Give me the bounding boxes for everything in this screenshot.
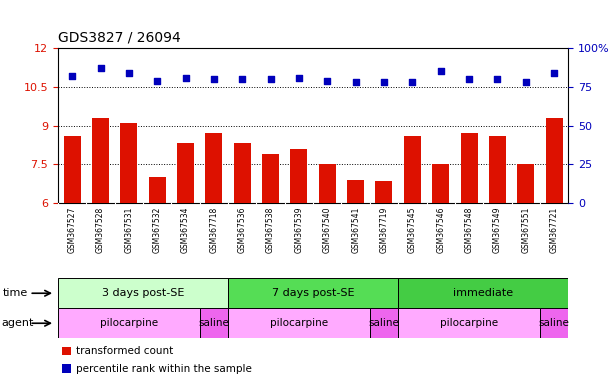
Bar: [398, 278, 568, 308]
Text: GSM367531: GSM367531: [125, 207, 133, 253]
Bar: [517, 164, 534, 203]
Text: saline: saline: [368, 318, 400, 328]
Text: GSM367551: GSM367551: [521, 207, 530, 253]
Point: [492, 76, 502, 82]
Text: GDS3827 / 26094: GDS3827 / 26094: [58, 30, 181, 45]
Bar: [120, 123, 137, 203]
Point: [266, 76, 276, 82]
Text: time: time: [3, 288, 28, 298]
Bar: [432, 164, 449, 203]
Text: 7 days post-SE: 7 days post-SE: [272, 288, 354, 298]
Bar: [92, 118, 109, 203]
Bar: [262, 154, 279, 203]
Point: [379, 79, 389, 85]
Bar: [489, 136, 506, 203]
Text: saline: saline: [539, 318, 569, 328]
Bar: [64, 136, 81, 203]
Text: transformed count: transformed count: [76, 346, 173, 356]
Point: [436, 68, 445, 74]
Text: pilocarpine: pilocarpine: [270, 318, 328, 328]
Bar: [234, 142, 251, 203]
Bar: [398, 308, 540, 338]
Text: percentile rank within the sample: percentile rank within the sample: [76, 364, 252, 374]
Bar: [62, 346, 71, 355]
Bar: [319, 164, 336, 203]
Text: pilocarpine: pilocarpine: [440, 318, 498, 328]
Point: [152, 78, 162, 84]
Point: [521, 79, 530, 85]
Bar: [540, 308, 568, 338]
Point: [294, 74, 304, 81]
Text: GSM367532: GSM367532: [153, 207, 162, 253]
Bar: [62, 364, 71, 373]
Bar: [290, 149, 307, 203]
Text: GSM367549: GSM367549: [493, 207, 502, 253]
Text: GSM367538: GSM367538: [266, 207, 275, 253]
Text: GSM367541: GSM367541: [351, 207, 360, 253]
Point: [209, 76, 219, 82]
Point: [67, 73, 77, 79]
Bar: [347, 180, 364, 203]
Bar: [58, 308, 200, 338]
Text: saline: saline: [199, 318, 229, 328]
Text: GSM367719: GSM367719: [379, 207, 389, 253]
Text: GSM367718: GSM367718: [210, 207, 219, 253]
Bar: [228, 308, 370, 338]
Point: [408, 79, 417, 85]
Bar: [404, 136, 421, 203]
Bar: [148, 177, 166, 203]
Bar: [58, 278, 228, 308]
Text: immediate: immediate: [453, 288, 513, 298]
Bar: [376, 181, 392, 203]
Text: GSM367546: GSM367546: [436, 207, 445, 253]
Point: [464, 76, 474, 82]
Text: GSM367528: GSM367528: [96, 207, 105, 253]
Text: GSM367548: GSM367548: [464, 207, 474, 253]
Text: 3 days post-SE: 3 days post-SE: [102, 288, 185, 298]
Bar: [370, 308, 398, 338]
Text: GSM367536: GSM367536: [238, 207, 247, 253]
Text: GSM367540: GSM367540: [323, 207, 332, 253]
Bar: [461, 134, 478, 203]
Text: GSM367534: GSM367534: [181, 207, 190, 253]
Text: GSM367721: GSM367721: [549, 207, 558, 253]
Text: pilocarpine: pilocarpine: [100, 318, 158, 328]
Text: agent: agent: [1, 318, 34, 328]
Bar: [200, 308, 228, 338]
Bar: [205, 134, 222, 203]
Point: [323, 78, 332, 84]
Point: [96, 65, 106, 71]
Point: [351, 79, 360, 85]
Bar: [546, 118, 563, 203]
Point: [549, 70, 559, 76]
Text: GSM367545: GSM367545: [408, 207, 417, 253]
Text: GSM367539: GSM367539: [295, 207, 304, 253]
Point: [238, 76, 247, 82]
Point: [181, 74, 191, 81]
Point: [124, 70, 134, 76]
Text: GSM367527: GSM367527: [68, 207, 77, 253]
Bar: [177, 142, 194, 203]
Bar: [228, 278, 398, 308]
